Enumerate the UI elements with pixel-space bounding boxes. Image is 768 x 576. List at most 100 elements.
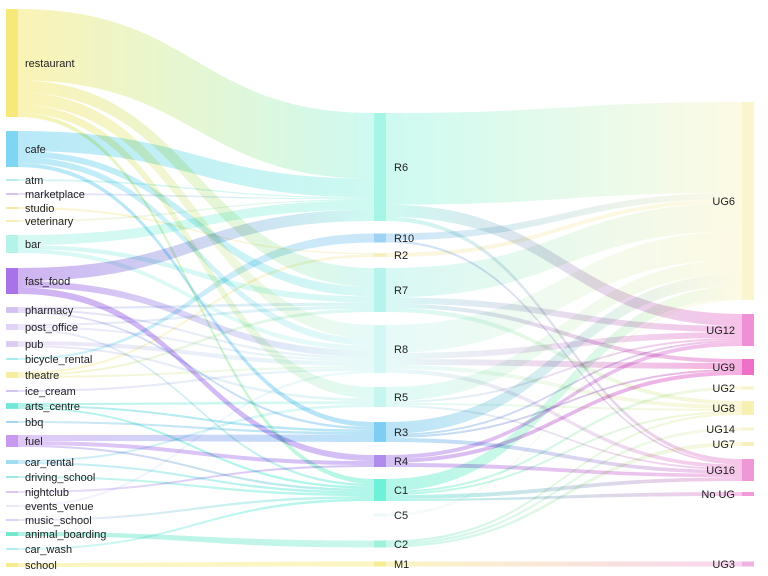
sankey-labels: restaurant cafe atm marketplace studioveteri… <box>25 58 735 572</box>
link-marketplace-to-r6 <box>18 193 374 200</box>
node-ug12 <box>742 314 754 346</box>
link-c5-to-ug6 <box>386 297 742 517</box>
node-r2 <box>374 253 386 257</box>
link-car_rental-to-c1 <box>18 462 374 494</box>
link-c1-to-ug16 <box>386 477 742 499</box>
node-driving_school <box>6 476 18 478</box>
node-pharmacy <box>6 307 18 313</box>
node-r10 <box>374 233 386 243</box>
label-arts_centre: arts_centre <box>25 401 80 413</box>
label-ug6: UG6 <box>712 196 735 208</box>
link-r4-to-ug9 <box>386 371 742 463</box>
link-events_venue-to-r8 <box>18 370 374 507</box>
link-atm-to-r6 <box>18 179 374 199</box>
link-cafe-to-r8 <box>18 157 374 346</box>
link-arts_centre-to-r5 <box>18 401 374 406</box>
label-post_office: post_office <box>25 322 78 334</box>
node-post_office <box>6 324 18 330</box>
link-c1-to-ug6 <box>386 285 742 491</box>
label-ice_cream: ice_cream <box>25 386 76 398</box>
label-c5: C5 <box>394 510 408 522</box>
link-r5-to-ug16 <box>386 405 742 470</box>
label-fuel: fuel <box>25 436 43 448</box>
link-m1-to-ug3 <box>386 561 742 567</box>
link-pub-to-r8 <box>18 341 374 367</box>
link-arts_centre-to-r3 <box>18 405 374 432</box>
link-nightclub-to-r4 <box>18 465 374 493</box>
link-ice_cream-to-r8 <box>18 368 374 392</box>
link-bar-to-r7 <box>18 245 374 303</box>
link-r8-to-ug12 <box>386 332 742 359</box>
label-restaurant: restaurant <box>25 58 75 70</box>
link-r3-to-ug6 <box>386 273 742 434</box>
node-bbq <box>6 421 18 423</box>
link-pharmacy-to-r3 <box>18 310 374 430</box>
link-r3-to-ug16 <box>386 438 742 474</box>
label-ug2: UG2 <box>712 383 735 395</box>
label-r10: R10 <box>394 233 414 245</box>
link-c2-to-ug7 <box>386 442 742 548</box>
node-m1 <box>374 561 386 567</box>
label-nightclub: nightclub <box>25 487 69 499</box>
label-ug12: UG12 <box>706 325 735 337</box>
link-driving_school-to-c1 <box>18 476 374 497</box>
label-events_venue: events_venue <box>25 501 94 513</box>
link-r8-to-ug9 <box>386 359 742 369</box>
node-studio <box>6 207 18 209</box>
link-theatre-to-r8 <box>18 366 374 378</box>
link-r4-to-ug12 <box>386 342 742 459</box>
label-theatre: theatre <box>25 370 59 382</box>
link-fuel-to-r4 <box>18 441 374 465</box>
node-ug14 <box>742 427 754 431</box>
link-veterinary-to-r6 <box>18 199 374 222</box>
link-r8-to-ug6 <box>386 231 742 353</box>
label-veterinary: veterinary <box>25 216 74 228</box>
node-r6 <box>374 113 386 221</box>
node-fuel <box>6 435 18 447</box>
label-r6: R6 <box>394 162 408 174</box>
link-r7-to-ug12 <box>386 297 742 332</box>
node-veterinary <box>6 220 18 222</box>
label-r3: R3 <box>394 427 408 439</box>
link-r6-to-ug6 <box>386 102 742 205</box>
label-pub: pub <box>25 339 43 351</box>
link-theatre-to-r2 <box>18 254 374 375</box>
node-arts_centre <box>6 403 18 409</box>
label-fast_food: fast_food <box>25 276 70 288</box>
node-animal_boarding <box>6 532 18 536</box>
link-cafe-to-r3 <box>18 163 374 427</box>
label-car_rental: car_rental <box>25 457 74 469</box>
node-car_rental <box>6 460 18 464</box>
node-car_wash <box>6 548 18 550</box>
node-bar <box>6 235 18 253</box>
link-c2-to-ug8 <box>386 413 742 543</box>
link-fast_food-to-r4 <box>18 287 374 461</box>
node-ug9 <box>742 359 754 375</box>
label-r5: R5 <box>394 392 408 404</box>
link-studio-to-r2 <box>18 207 374 255</box>
label-ug3: UG3 <box>712 559 735 571</box>
label-bbq: bbq <box>25 417 43 429</box>
node-no-ug <box>742 492 754 496</box>
link-r6-to-ug16 <box>386 216 742 463</box>
link-bar-to-r6 <box>18 200 374 245</box>
link-fuel-to-c1 <box>18 445 374 492</box>
label-driving_school: driving_school <box>25 472 95 484</box>
link-fast_food-to-r8 <box>18 281 374 357</box>
node-r4 <box>374 455 386 467</box>
node-events_venue <box>6 505 18 507</box>
label-pharmacy: pharmacy <box>25 305 74 317</box>
node-nightclub <box>6 491 18 493</box>
node-ug6 <box>742 102 754 300</box>
link-pharmacy-to-r8 <box>18 309 374 360</box>
label-no-ug: No UG <box>701 489 735 501</box>
link-restaurant-to-r7 <box>18 80 374 287</box>
link-car_wash-to-c1 <box>18 498 374 550</box>
link-r5-to-ug12 <box>386 338 742 403</box>
link-c2-to-ug14 <box>386 427 742 546</box>
node-ug2 <box>742 386 754 390</box>
node-cafe <box>6 131 18 167</box>
node-bicycle_rental <box>6 358 18 360</box>
label-c1: C1 <box>394 485 408 497</box>
